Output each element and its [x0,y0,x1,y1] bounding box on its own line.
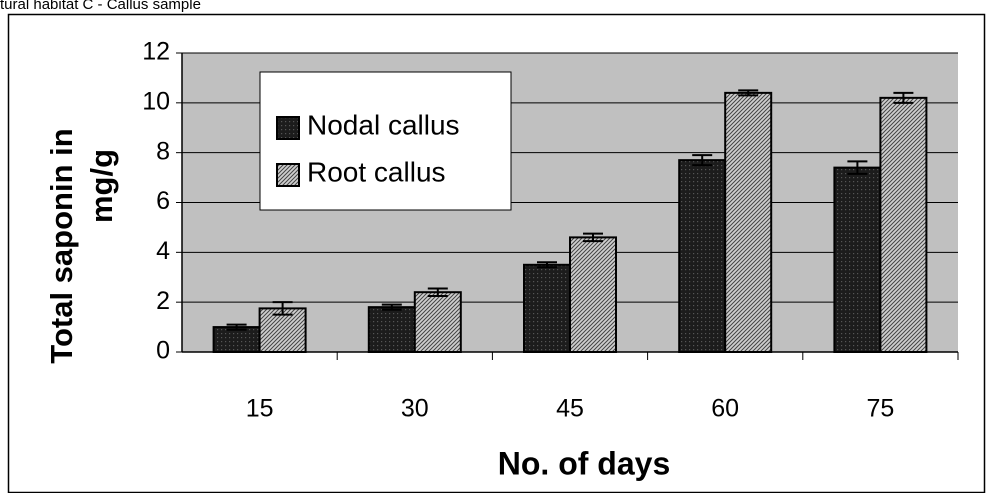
bar [523,263,571,353]
y-tick-label: 10 [142,87,170,115]
error-bar [692,154,713,167]
bar [258,307,307,354]
y-tick-label: 12 [142,38,170,66]
y-tick-label: 0 [156,337,170,365]
x-tick-label: 75 [866,395,894,423]
error-bar [226,323,247,331]
bar [724,91,773,353]
legend-swatch [276,163,300,187]
caption: tural habitat C - Callus sample [0,0,201,13]
bar [833,166,882,353]
x-axis-label: No. of days [498,445,670,481]
error-bar [427,287,448,297]
error-bar [537,261,557,269]
error-bar [583,232,603,243]
bar [212,326,261,354]
y-axis-label: Total saponin in [44,128,79,363]
x-tick-label: 60 [711,395,739,423]
y-tick-label: 8 [156,137,170,165]
bar [569,236,617,353]
legend-swatch [276,116,300,140]
bar [413,291,462,354]
legend-label: Root callus [307,156,446,187]
x-tick-label: 15 [246,395,274,423]
y-tick-label: 6 [156,187,170,215]
bar [879,96,928,353]
y-axis-label: mg/g [84,149,119,223]
error-bar [381,303,402,311]
error-bar [272,301,293,316]
y-tick-label: 2 [156,287,170,315]
error-bar [893,91,914,104]
error-bar [847,160,868,175]
error-bar [738,89,759,97]
x-tick-label: 30 [401,395,429,423]
x-tick-label: 45 [556,395,584,423]
bar [367,306,416,353]
bar [678,159,727,353]
legend-label: Nodal callus [307,109,460,140]
y-tick-label: 4 [156,237,170,265]
legend-box [259,71,512,211]
